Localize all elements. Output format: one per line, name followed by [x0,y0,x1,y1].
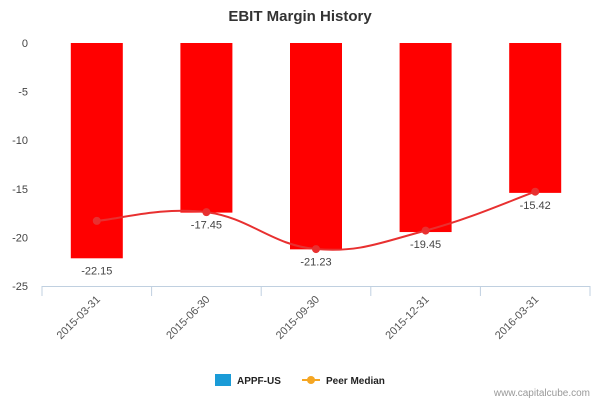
legend-item-peer-median[interactable]: Peer Median [302,376,385,387]
y-tick-label: 0 [22,38,28,50]
y-tick-label: -20 [12,232,28,244]
y-tick-label: -10 [12,135,28,147]
x-tick-label: 2016-03-31 [493,294,541,342]
x-tick-label: 2015-12-31 [383,294,431,342]
legend-label-line: Peer Median [326,376,385,387]
x-tick-label: 2015-03-31 [55,294,103,342]
legend-swatch-bar [215,374,231,386]
chart-title: EBIT Margin History [228,8,372,25]
peer-median-point [202,208,211,217]
data-label: -22.15 [81,265,112,277]
peer-median-point [312,245,320,254]
data-label: -19.45 [410,239,441,251]
bar [399,43,452,233]
legend-label-bar: APPF-US [237,376,281,387]
data-label: -17.45 [191,220,222,232]
peer-median-point [531,187,540,196]
y-tick-label: -5 [18,87,28,99]
legend: APPF-US Peer Median [215,374,385,387]
data-label: -15.42 [520,200,551,212]
peer-median-point [92,216,101,225]
x-tick-label: 2015-09-30 [274,294,322,342]
plot-area: 0 -5 -10 -15 -20 -25 -22.15 -17.45 -21.23 -19.45 -… [12,38,591,342]
y-tick-label: -15 [12,184,28,196]
y-tick-label: -25 [12,281,28,293]
legend-item-apppf-us[interactable]: APPF-US [215,374,281,387]
data-label: -21.23 [300,256,331,268]
bar [290,43,342,250]
bar [180,43,233,213]
bar [70,43,123,259]
x-tick-label: 2015-06-30 [164,294,212,342]
credit-text: www.capitalcube.com [493,388,590,399]
bar [509,43,562,193]
legend-swatch-dot [307,376,315,384]
peer-median-point [421,226,430,235]
